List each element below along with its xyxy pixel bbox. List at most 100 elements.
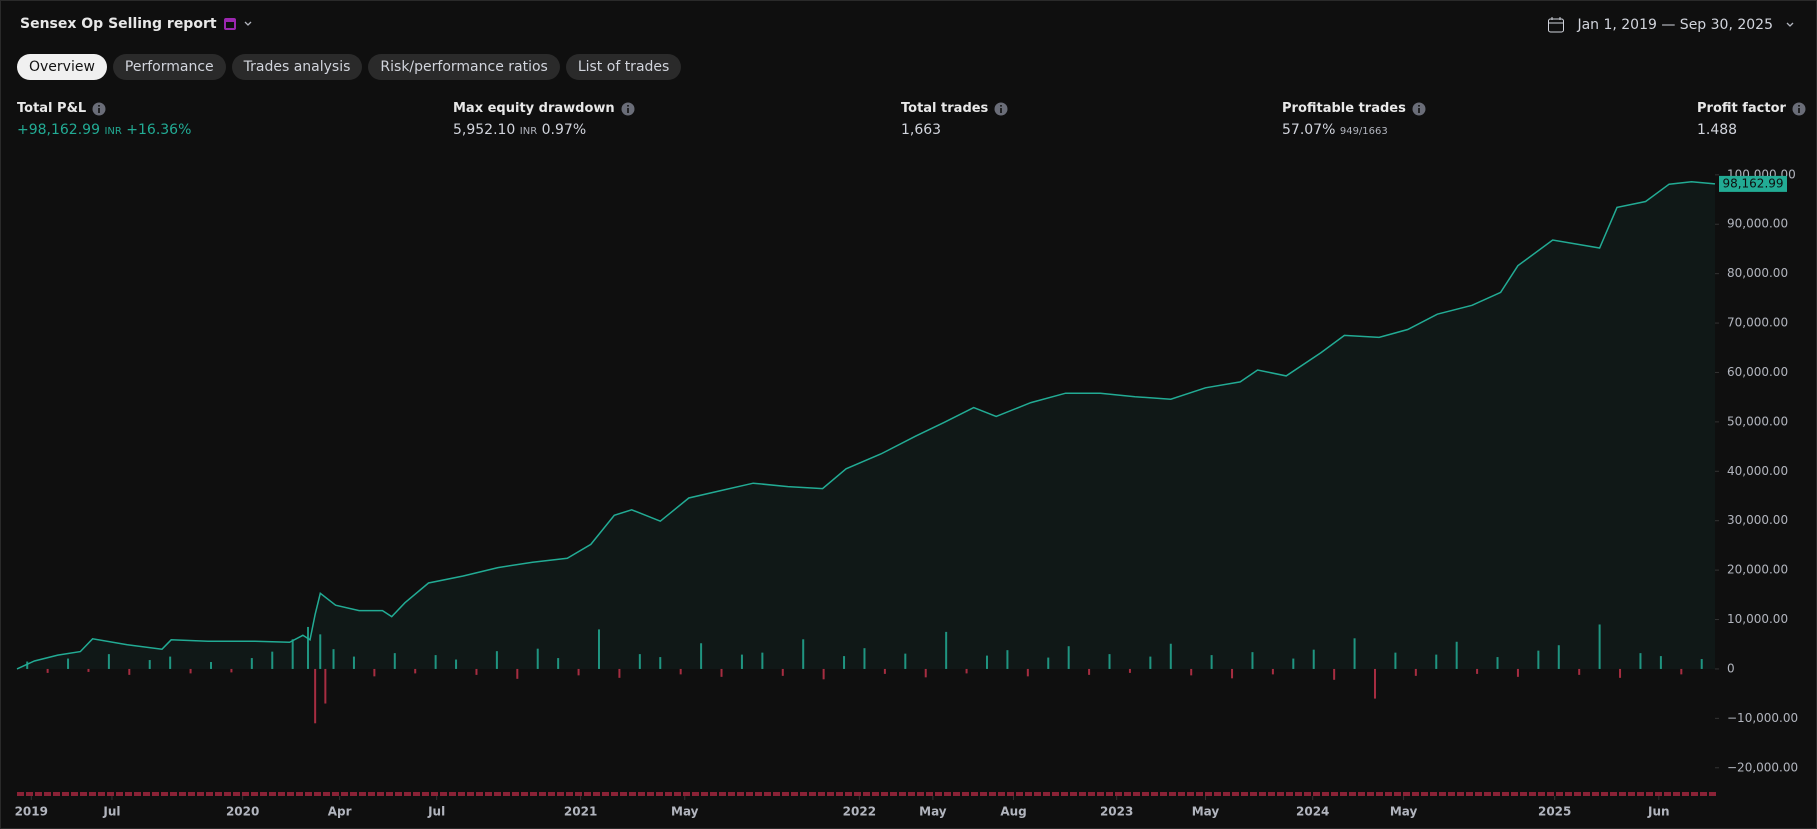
metric-value: 1.488	[1697, 122, 1738, 138]
date-range-picker[interactable]: Jan 1, 2019 — Sep 30, 2025	[1547, 16, 1795, 34]
tab[interactable]: Performance	[112, 54, 226, 80]
trade-bar	[1169, 643, 1172, 669]
trade-bar	[291, 639, 294, 669]
strip-seg	[926, 792, 933, 796]
strip-seg	[1493, 792, 1500, 796]
y-tick-label: 30,000.00	[1727, 513, 1788, 527]
trade-bar	[1190, 668, 1193, 676]
strip-seg	[314, 792, 321, 796]
strip-seg	[494, 792, 501, 796]
trade-bar	[843, 656, 846, 669]
strip-seg	[1637, 792, 1644, 796]
strip-seg	[53, 792, 60, 796]
info-icon[interactable]	[994, 102, 1008, 116]
strip-seg	[1439, 792, 1446, 796]
strip-seg	[1232, 792, 1239, 796]
metric-extra: +16.36%	[126, 122, 192, 138]
strip-seg	[1268, 792, 1275, 796]
strip-seg	[242, 792, 249, 796]
strip-seg	[773, 792, 780, 796]
trade-bar	[740, 654, 743, 669]
info-icon[interactable]	[1412, 102, 1426, 116]
strip-seg	[485, 792, 492, 796]
strip-seg	[593, 792, 600, 796]
strip-seg	[809, 792, 816, 796]
chevron	[244, 21, 252, 26]
strip-seg	[269, 792, 276, 796]
trade-bar	[1659, 656, 1662, 669]
strip-seg	[1565, 792, 1572, 796]
trade-bar	[1394, 652, 1397, 669]
trade-bar	[434, 655, 437, 669]
strip-seg	[152, 792, 159, 796]
info-icon[interactable]	[621, 102, 635, 116]
strip-seg	[998, 792, 1005, 796]
date-range[interactable]: Jan 1, 2019 — Sep 30, 2025	[1577, 17, 1773, 33]
strip-seg	[665, 792, 672, 796]
strip-seg	[1691, 792, 1698, 796]
tab[interactable]: List of trades	[565, 54, 682, 80]
strip-seg	[1475, 792, 1482, 796]
trade-bar	[271, 651, 274, 669]
title-text[interactable]: Sensex Op Selling report	[20, 16, 217, 32]
x-tick-label: Jun	[1647, 805, 1670, 819]
strip-seg	[1700, 792, 1707, 796]
trade-bar	[1680, 668, 1683, 675]
metric-label-row: Total trades	[901, 101, 1008, 116]
strip-seg	[35, 792, 42, 796]
strip-seg	[386, 792, 393, 796]
tab[interactable]: Trades analysis	[231, 54, 363, 80]
y-tick-label: 10,000.00	[1727, 612, 1788, 626]
strip-seg	[818, 792, 825, 796]
trade-bar	[781, 668, 784, 676]
report-title[interactable]: Sensex Op Selling report	[20, 16, 253, 32]
strip-seg	[1304, 792, 1311, 796]
trade-bar	[189, 668, 192, 674]
metric-value: +98,162.99	[17, 122, 100, 138]
trade-bar	[761, 652, 764, 669]
trade-bar	[230, 668, 233, 673]
trade-bar	[455, 659, 458, 669]
trade-bar	[1578, 668, 1581, 675]
x-tick-label: May	[671, 805, 699, 819]
info-icon[interactable]	[92, 102, 106, 116]
trade-bar	[516, 668, 519, 679]
metric: Total P&L +98,162.99 INR +16.36%	[17, 101, 191, 138]
strip-seg	[1628, 792, 1635, 796]
metric: Profitable trades 57.07% 949/1663	[1282, 101, 1426, 138]
strip-seg	[1664, 792, 1671, 796]
metric-label-row: Profitable trades	[1282, 101, 1426, 116]
strip-seg	[1340, 792, 1347, 796]
equity-area	[17, 181, 1715, 669]
trade-bar	[618, 668, 621, 678]
last-value-label: 98,162.99	[1722, 176, 1783, 190]
strip-seg	[179, 792, 186, 796]
trade-bar	[1149, 656, 1152, 669]
tab[interactable]: Risk/performance ratios	[368, 54, 560, 80]
strip-seg	[962, 792, 969, 796]
strip-seg	[530, 792, 537, 796]
strip-seg	[1106, 792, 1113, 796]
strip-seg	[980, 792, 987, 796]
strip-seg	[1376, 792, 1383, 796]
strip-seg	[521, 792, 528, 796]
strip-seg	[188, 792, 195, 796]
strip-seg	[1196, 792, 1203, 796]
metric-label-row: Profit factor	[1697, 101, 1806, 116]
strip-seg	[683, 792, 690, 796]
trade-strip	[17, 792, 1716, 796]
info-icon[interactable]	[1792, 102, 1806, 116]
trade-bar	[319, 634, 322, 669]
strip-seg	[1223, 792, 1230, 796]
strip-seg	[1592, 792, 1599, 796]
strip-seg	[512, 792, 519, 796]
strip-seg	[1169, 792, 1176, 796]
strip-seg	[1448, 792, 1455, 796]
trade-bar	[1516, 668, 1519, 677]
trade-bar	[1476, 668, 1479, 674]
trade-bar	[373, 668, 376, 677]
tab[interactable]: Overview	[17, 54, 107, 80]
trade-bar	[1067, 646, 1070, 669]
